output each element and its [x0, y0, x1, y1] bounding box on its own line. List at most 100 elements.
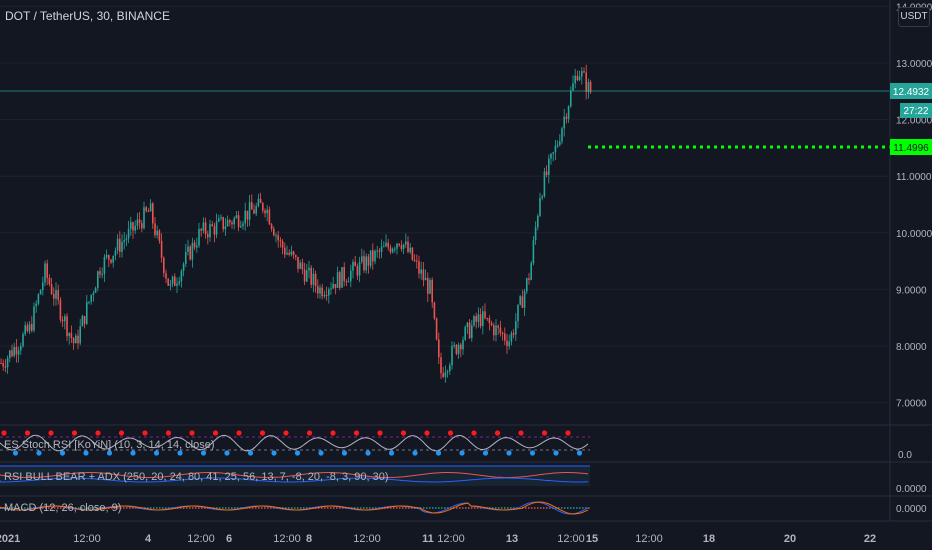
price-tick-label: 9.0000 [896, 285, 927, 296]
candle-body [264, 210, 266, 214]
stoch-rsi-plot [0, 430, 589, 456]
candle-body [259, 198, 262, 204]
macd-histogram-bar [120, 507, 122, 509]
candle-body [446, 371, 449, 373]
macd-histogram-bar [198, 507, 200, 509]
candle-body [400, 245, 403, 249]
price-axis[interactable]: 14.000013.000012.000011.000010.00009.000… [896, 2, 932, 409]
time-tick-label: 12:00 [73, 533, 101, 545]
candle-body [422, 269, 425, 281]
macd-histogram-bar [180, 507, 182, 509]
currency-button[interactable]: USDT [898, 7, 930, 27]
candle-body [499, 327, 502, 333]
macd-histogram-bar [561, 507, 563, 509]
candle-body [506, 340, 508, 347]
candle-body [537, 215, 539, 228]
candle-body [233, 218, 235, 225]
macd-histogram-bar [396, 507, 398, 509]
candle-body [149, 203, 152, 212]
candle-body [116, 238, 119, 251]
stoch-overbought-marker [236, 430, 242, 436]
macd-histogram-bar [393, 507, 395, 509]
macd-label[interactable]: MACD (12, 26, close, 9) [4, 502, 122, 514]
candle-body [440, 357, 442, 374]
macd-histogram-bar [372, 507, 374, 509]
candle-body [455, 344, 458, 354]
price-tick-label: 10.0000 [896, 229, 932, 240]
candle-body [471, 325, 473, 339]
candle-body [532, 240, 535, 264]
candle-body [297, 256, 299, 269]
level-price-label: 11.4996 [890, 139, 932, 155]
stoch-overbought-marker [518, 430, 524, 436]
candle-body [237, 215, 240, 228]
candle-body [583, 71, 585, 73]
candle-body [356, 266, 359, 276]
level-price-value: 11.4996 [893, 143, 929, 154]
candle-body [394, 248, 396, 250]
stoch-overbought-marker [424, 430, 430, 436]
candle-body [224, 226, 227, 230]
macd-histogram-bar [156, 507, 158, 509]
macd-histogram-bar [222, 507, 224, 509]
candle-body [226, 220, 229, 227]
macd-histogram-bar [459, 507, 461, 509]
time-tick-label: 8 [306, 533, 312, 545]
time-tick-label: 6 [226, 533, 232, 545]
candle-body [563, 116, 565, 129]
candle-body [376, 250, 378, 252]
macd-histogram-bar [468, 507, 470, 509]
candle-body [407, 241, 409, 253]
candle-body [490, 323, 493, 326]
candle-body [66, 316, 68, 337]
macd-histogram-bar [420, 507, 422, 509]
candle-body [9, 350, 11, 358]
candle-body [79, 326, 81, 344]
candle-body [391, 248, 394, 253]
time-tick-label: 12:00 [187, 533, 215, 545]
candle-body [330, 288, 332, 290]
stoch-overbought-marker [189, 430, 195, 436]
stoch-overbought-marker [283, 430, 289, 436]
macd-histogram-bar [15, 507, 17, 509]
symbol-title[interactable]: DOT / TetherUS, 30, BINANCE [5, 9, 170, 23]
candle-body [55, 290, 57, 299]
stoch-oversold-marker [271, 450, 277, 456]
rsi-bull-bear-label[interactable]: RSI BULL BEAR + ADX (250, 20, 24, 80, 41… [4, 471, 389, 483]
candle-body [6, 357, 9, 368]
macd-histogram-bar [543, 507, 545, 509]
macd-signal-line [0, 501, 589, 515]
candle-body [277, 235, 279, 241]
macd-histogram-bar [450, 507, 452, 509]
candle-body [398, 243, 400, 246]
time-axis[interactable]: 202112:00412:00612:00812:001112:001312:0… [0, 533, 876, 545]
candle-body [44, 263, 46, 283]
macd-histogram-bar [285, 507, 287, 509]
candle-body [543, 171, 546, 197]
candle-body [240, 226, 242, 228]
rsi-plot [0, 465, 590, 486]
candle-body [365, 256, 367, 271]
candle-body [482, 311, 484, 327]
macd-histogram-bar [588, 507, 590, 509]
macd-histogram-bar [168, 507, 170, 509]
candle-body [402, 244, 405, 249]
candle-body [510, 333, 513, 342]
candle-body [97, 271, 99, 288]
stoch-overbought-marker [95, 430, 101, 436]
stoch-rsi-label[interactable]: ES Stoch RSI [KoYiN] (10, 3, 14, 14, clo… [4, 439, 215, 451]
macd-histogram-bar [90, 507, 92, 509]
candle-body [378, 250, 381, 252]
macd-histogram-bar [480, 507, 482, 509]
candle-body [77, 335, 79, 344]
macd-histogram-bar [369, 507, 371, 509]
macd-histogram-bar [189, 507, 191, 509]
macd-histogram-bar [267, 507, 269, 509]
candle-body [193, 242, 196, 248]
macd-histogram-bar [576, 507, 578, 509]
adx-line [0, 477, 589, 483]
candle-body [464, 327, 466, 340]
candle-body [429, 279, 431, 294]
stoch-overbought-marker [24, 430, 31, 436]
